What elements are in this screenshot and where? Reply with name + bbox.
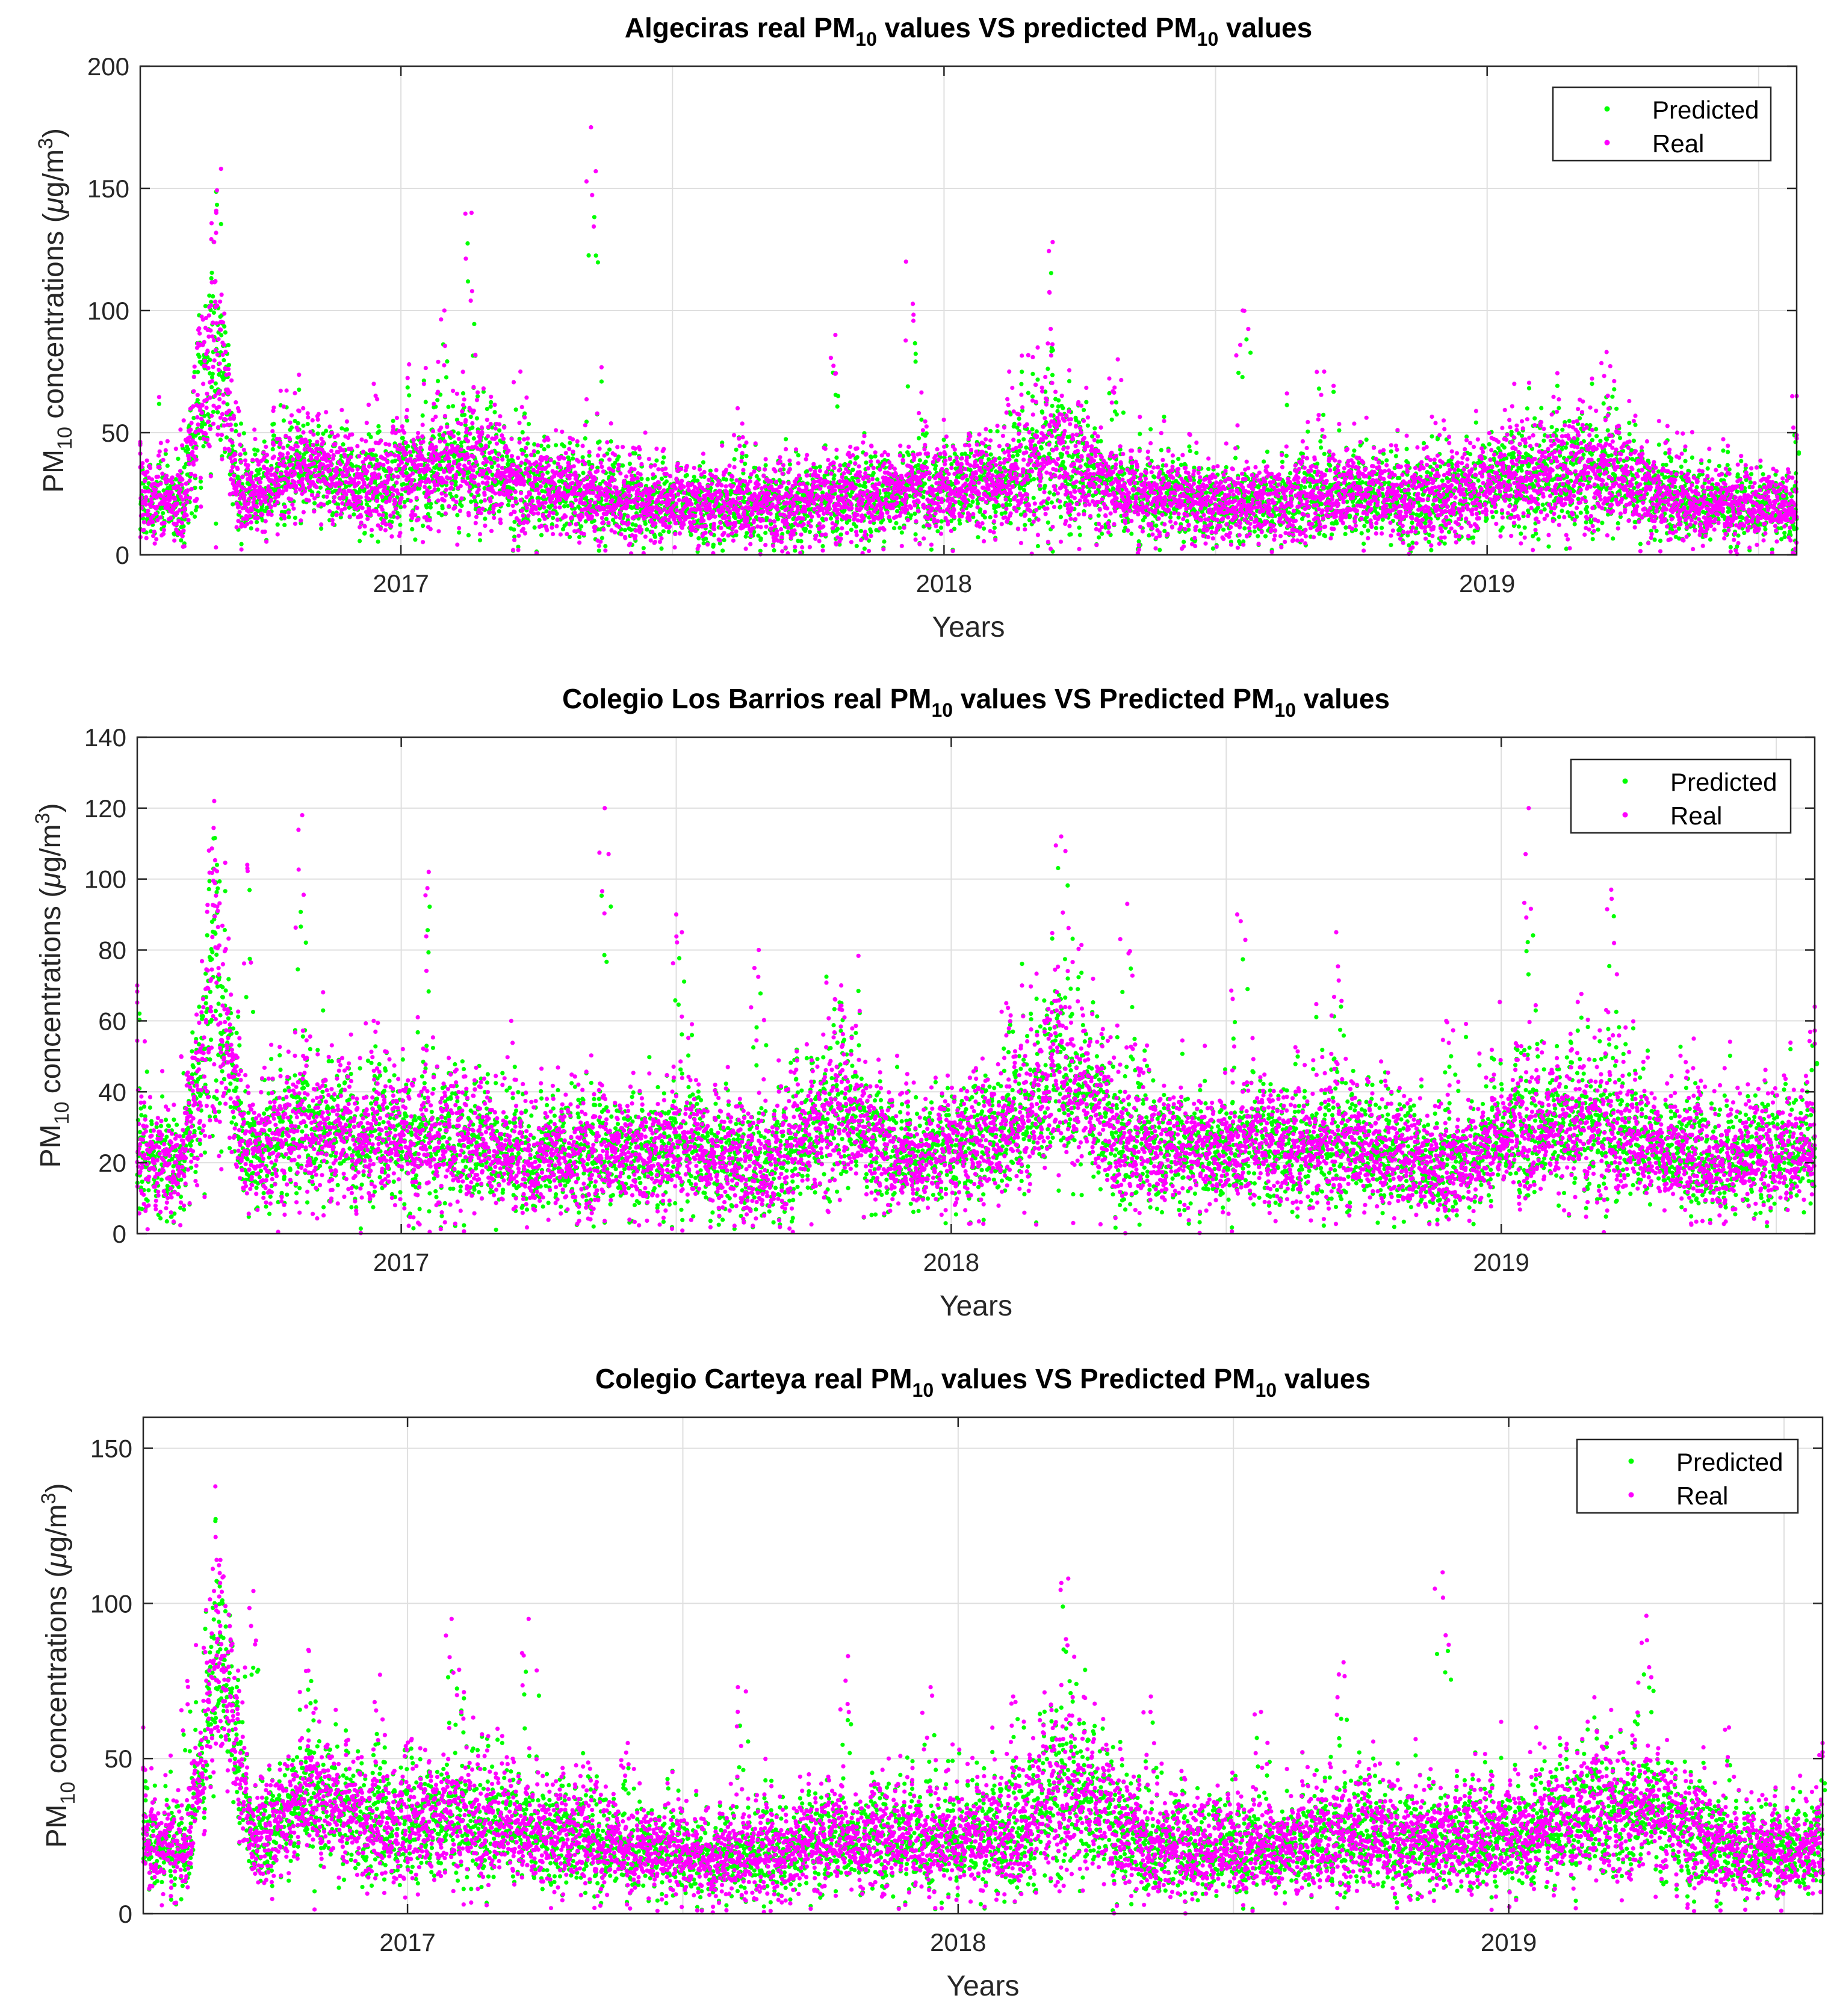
predicted-point: [157, 402, 161, 406]
predicted-point: [223, 330, 228, 335]
predicted-point: [319, 527, 323, 531]
predicted-point: [256, 471, 261, 475]
predicted-point: [293, 516, 297, 520]
predicted-point: [222, 358, 226, 362]
predicted-point: [214, 382, 218, 386]
predicted-point: [208, 357, 212, 362]
predicted-point: [398, 523, 402, 527]
predicted-point: [219, 222, 223, 226]
predicted-point: [211, 410, 215, 414]
predicted-point: [236, 475, 240, 479]
predicted-point: [166, 463, 170, 468]
predicted-point: [306, 422, 310, 426]
predicted-point: [209, 276, 214, 280]
predicted-point: [272, 433, 276, 438]
predicted-point: [276, 522, 280, 527]
predicted-point: [297, 388, 301, 392]
predicted-point: [209, 385, 214, 389]
predicted-point: [271, 447, 275, 451]
predicted-point: [271, 422, 276, 426]
predicted-point: [255, 448, 259, 453]
predicted-point: [186, 447, 190, 451]
predicted-point: [196, 370, 200, 374]
predicted-point: [296, 421, 300, 425]
predicted-point: [301, 424, 305, 428]
predicted-point: [358, 539, 362, 543]
predicted-point: [316, 431, 320, 436]
figure: 0501001502002017 2018 2019Algeciras real P…: [0, 0, 1834, 2016]
predicted-point: [214, 522, 218, 526]
predicted-point: [407, 393, 411, 397]
predicted-point: [199, 486, 203, 490]
predicted-point: [282, 418, 286, 422]
predicted-point: [242, 431, 246, 435]
predicted-point: [227, 363, 231, 367]
predicted-point: [231, 502, 235, 506]
predicted-point: [196, 398, 200, 402]
predicted-point: [215, 203, 219, 207]
predicted-point: [324, 428, 328, 433]
predicted-point: [190, 511, 194, 515]
predicted-point: [318, 486, 323, 490]
predicted-point: [317, 424, 321, 428]
predicted-point: [345, 427, 349, 431]
predicted-point: [401, 436, 405, 440]
predicted-point: [211, 294, 215, 298]
predicted-point: [225, 402, 229, 406]
predicted-point: [197, 354, 202, 359]
predicted-point: [363, 531, 367, 535]
predicted-point: [212, 311, 216, 315]
predicted-point: [209, 271, 214, 275]
predicted-point: [406, 385, 410, 389]
predicted-point: [376, 424, 380, 428]
predicted-point: [219, 333, 223, 337]
predicted-point: [240, 542, 244, 546]
predicted-point: [262, 439, 267, 444]
predicted-point: [312, 501, 317, 506]
predicted-point: [253, 453, 257, 457]
predicted-point: [218, 438, 223, 442]
predicted-point: [215, 410, 220, 414]
predicted-point: [290, 425, 294, 430]
predicted-point: [211, 372, 215, 376]
predicted-point: [391, 419, 395, 423]
predicted-point: [161, 511, 165, 515]
predicted-point: [249, 526, 253, 530]
predicted-point: [201, 444, 205, 448]
predicted-point: [365, 477, 370, 481]
predicted-point: [225, 435, 229, 439]
predicted-point: [179, 538, 183, 542]
predicted-point: [398, 505, 403, 509]
predicted-point: [341, 442, 345, 447]
predicted-point: [191, 416, 196, 420]
predicted-point: [193, 515, 197, 519]
predicted-point: [373, 480, 377, 484]
predicted-point: [370, 534, 374, 538]
predicted-point: [282, 523, 287, 527]
predicted-point: [401, 482, 406, 486]
predicted-point: [376, 540, 380, 544]
predicted-point: [234, 422, 238, 427]
predicted-point: [194, 505, 199, 509]
predicted-point: [287, 515, 291, 519]
predicted-point: [226, 343, 231, 347]
predicted-point: [258, 468, 262, 472]
predicted-point: [410, 527, 414, 531]
predicted-point: [352, 512, 356, 516]
predicted-point: [255, 520, 259, 524]
predicted-point: [327, 500, 332, 504]
predicted-point: [413, 537, 417, 542]
